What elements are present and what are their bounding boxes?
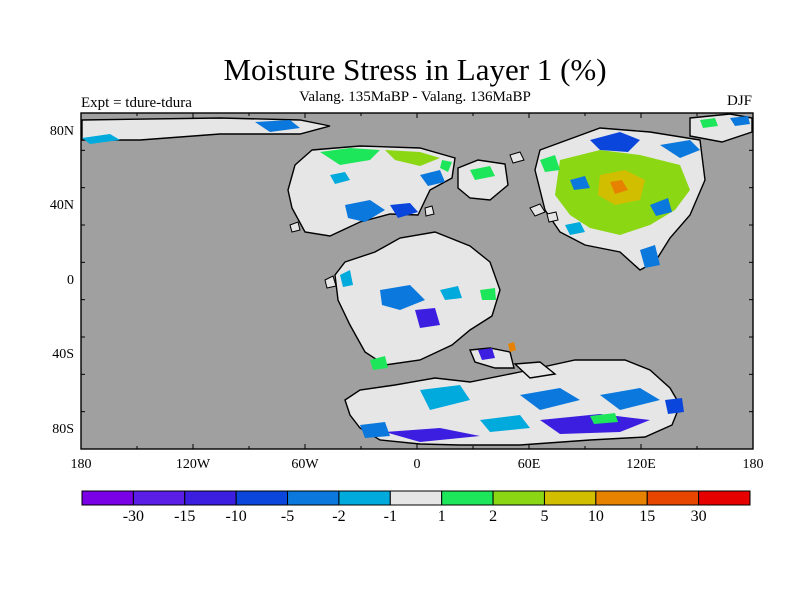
colorbar-swatch <box>287 490 340 506</box>
experiment-label: Expt = tdure-tdura <box>81 95 192 111</box>
colorbar <box>81 490 751 506</box>
lat-label-80S: 80S <box>52 422 74 437</box>
colorbar-label: 15 <box>639 508 656 525</box>
lat-label-80N: 80N <box>49 124 74 139</box>
colorbar-label: -1 <box>383 508 397 525</box>
colorbar-label: -2 <box>332 508 346 525</box>
colorbar-label: -10 <box>225 508 247 525</box>
lon-label-180W: 180 <box>70 457 92 472</box>
anomaly-shading <box>82 116 750 442</box>
colorbar-label: 2 <box>489 508 498 525</box>
colorbar-swatch <box>543 490 597 506</box>
lon-label-120E: 120E <box>626 457 656 472</box>
colorbar-swatch <box>595 490 648 506</box>
colorbar-swatch <box>235 490 289 506</box>
colorbar-swatch <box>646 490 700 506</box>
islands <box>289 151 559 289</box>
lat-label-40S: 40S <box>52 347 74 362</box>
lon-label-0: 0 <box>413 457 421 472</box>
colorbar-swatch <box>698 490 751 506</box>
lon-label-120W: 120W <box>175 457 211 472</box>
colorbar-label: 10 <box>587 508 604 525</box>
colorbar-label: -5 <box>280 508 295 525</box>
colorbar-label: 5 <box>540 508 549 525</box>
lon-label-60W: 60W <box>291 457 319 472</box>
colorbar-swatch <box>132 490 186 506</box>
colorbar-label: -30 <box>122 508 145 525</box>
colorbar-swatch <box>389 490 443 506</box>
season-label: DJF <box>726 93 752 109</box>
colorbar-label: -15 <box>174 508 196 525</box>
map-panel <box>80 112 754 450</box>
colorbar-label: 30 <box>690 508 707 525</box>
axis-ticks <box>80 112 754 450</box>
colorbar-swatch <box>81 490 134 506</box>
lat-label-0: 0 <box>67 273 74 288</box>
colorbar-swatch <box>184 490 237 506</box>
chart-subtitle: Valang. 135MaBP - Valang. 136MaBP <box>299 89 531 105</box>
colorbar-swatch <box>441 490 494 506</box>
colorbar-swatch <box>338 490 391 506</box>
colorbar-swatch <box>492 490 545 506</box>
landmass-north-america <box>287 145 456 237</box>
lon-label-60E: 60E <box>517 457 541 472</box>
lat-label-40N: 40N <box>49 198 74 213</box>
lon-label-180E: 180 <box>742 457 764 472</box>
landmass-india <box>513 361 557 379</box>
colorbar-label: 1 <box>437 508 446 525</box>
chart-title: Moisture Stress in Layer 1 (%) <box>223 52 607 87</box>
